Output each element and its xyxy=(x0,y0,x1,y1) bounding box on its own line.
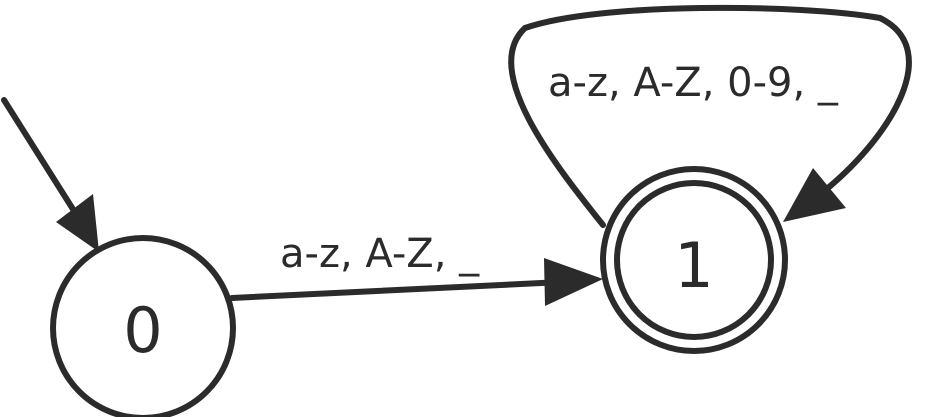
start-arrow-line xyxy=(1,97,79,217)
start-arrow-head xyxy=(56,194,99,252)
transition-0-to-1-line xyxy=(229,279,565,301)
start-arrow xyxy=(1,97,99,252)
transition-0-to-1-label: a-z, A-Z, _ xyxy=(280,231,480,277)
transition-1-self-loop-path xyxy=(508,4,912,228)
transition-1-self-loop-label: a-z, A-Z, 0-9, _ xyxy=(548,60,839,106)
transition-1-self-loop: a-z, A-Z, 0-9, _ xyxy=(508,4,912,228)
state-1: 1 xyxy=(600,166,788,354)
transition-0-to-1: a-z, A-Z, _ xyxy=(229,231,603,306)
state-0-label: 0 xyxy=(123,294,162,367)
state-1-inner-circle xyxy=(614,180,774,340)
state-0: 0 xyxy=(50,235,236,417)
transition-0-to-1-arrow-head xyxy=(544,258,603,306)
state-0-circle xyxy=(50,235,236,417)
state-1-label: 1 xyxy=(674,229,713,302)
transition-1-self-loop-arrow-head xyxy=(783,168,846,222)
